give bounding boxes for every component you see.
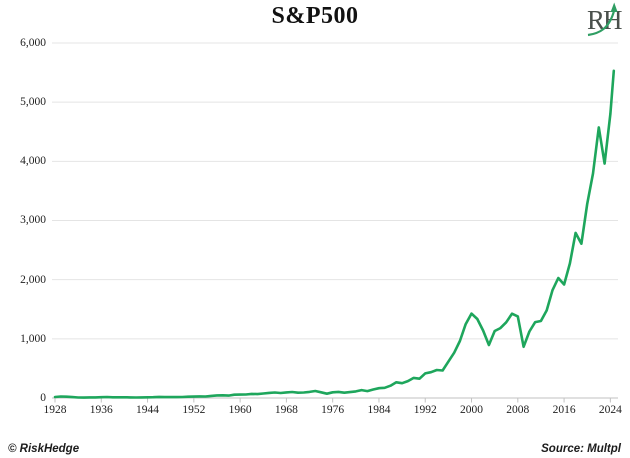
x-tick-label: 2016	[552, 404, 576, 416]
x-tick-label: 1936	[89, 404, 113, 416]
y-tick-label: 2,000	[20, 273, 46, 286]
x-tick-label: 2008	[506, 404, 530, 416]
logo-growth-arrow-icon	[587, 10, 616, 37]
x-tick-label: 2024	[598, 404, 622, 416]
y-tick-label: 6,000	[20, 36, 46, 49]
x-tick-label: 1992	[413, 404, 437, 416]
y-tick-label: 1,000	[20, 332, 46, 345]
riskhedge-logo: RH	[587, 2, 623, 37]
x-tick-label: 1968	[274, 404, 298, 416]
logo-arrow-head-icon	[610, 2, 618, 12]
chart-title: S&P500	[271, 3, 359, 29]
x-tick-label: 1976	[321, 404, 345, 416]
x-tick-label: 1952	[182, 404, 206, 416]
x-tick-label: 1944	[136, 404, 160, 416]
copyright-note: © RiskHedge	[8, 443, 80, 455]
x-tick-label: 1928	[43, 404, 67, 416]
y-tick-label: 3,000	[20, 214, 46, 227]
sp500-price-line	[53, 69, 616, 399]
x-tick-label: 1984	[367, 404, 391, 416]
source-note: Source: Multpl	[541, 443, 621, 455]
x-tick-label: 1960	[228, 404, 252, 416]
y-tick-label: 0	[40, 392, 46, 404]
logo-letters: RH	[587, 5, 622, 35]
y-tick-label: 5,000	[20, 96, 46, 109]
y-tick-label: 4,000	[20, 155, 46, 168]
x-tick-label: 2000	[460, 404, 484, 416]
